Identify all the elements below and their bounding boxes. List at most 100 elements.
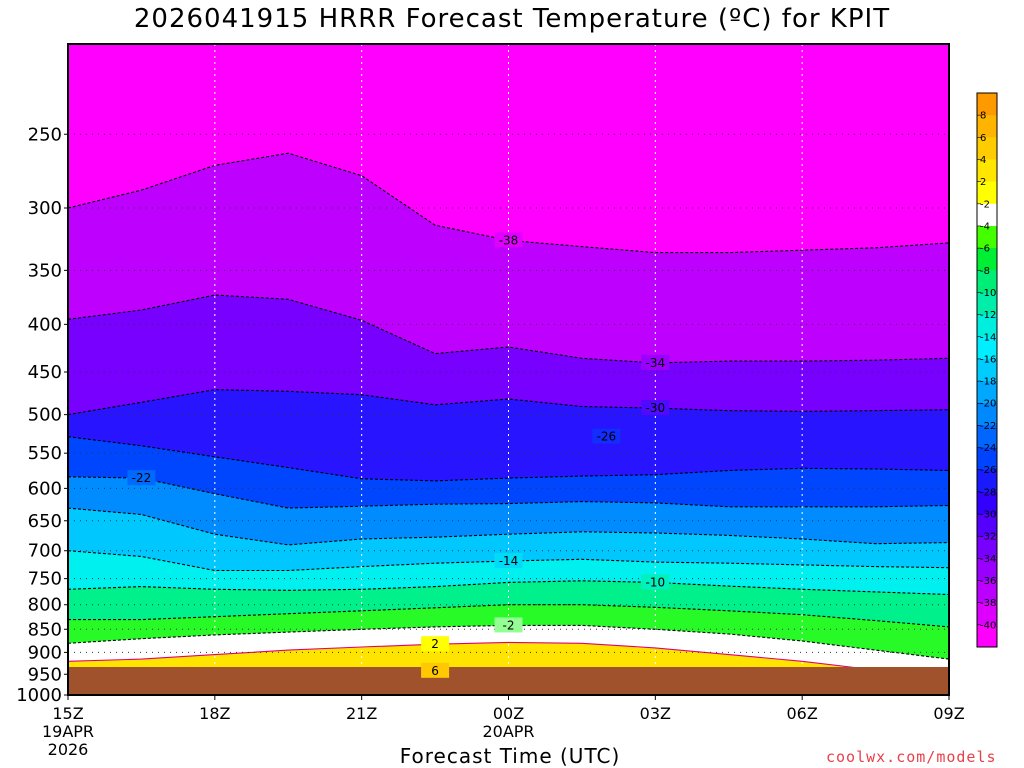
colorbar-label: -14: [980, 332, 996, 343]
x-tick-label: 00Z: [493, 704, 524, 723]
colorbar-swatch: [977, 580, 997, 604]
colorbar-label: -30: [980, 510, 996, 521]
colorbar-label: 6: [980, 133, 986, 144]
contour-label: -30: [646, 401, 666, 415]
colorbar-swatch: [977, 248, 997, 271]
x-axis-title: Forecast Time (UTC): [399, 744, 621, 768]
colorbar-swatch: [977, 558, 997, 582]
y-tick-label: 900: [28, 642, 62, 663]
contour-label: -14: [499, 554, 519, 568]
x-tick-label: 15Z: [52, 704, 83, 723]
colorbar-label: -26: [980, 465, 996, 476]
contour-labels: -38-34-30-26-22-14-10-226: [127, 232, 670, 678]
colorbar-swatch: [977, 314, 997, 338]
colorbar-swatch: [977, 469, 997, 493]
colorbar-label: -6: [980, 244, 990, 255]
y-tick-label: 750: [28, 569, 62, 590]
contour-label-bg: [127, 470, 156, 486]
colorbar-swatch: [977, 159, 997, 183]
colorbar-swatch: [977, 358, 997, 382]
colorbar-label: -28: [980, 487, 996, 498]
y-tick-label: 650: [28, 511, 62, 532]
colorbar-swatch: [977, 115, 997, 138]
colorbar-label: -18: [980, 377, 996, 388]
colorbar-label: -32: [980, 532, 996, 543]
colorbar-label: 4: [980, 155, 986, 166]
colorbar-frame: [976, 92, 998, 648]
y-tick-label: 1000: [16, 685, 62, 706]
contour-label: -10: [646, 575, 666, 589]
ground-surface: [68, 667, 949, 695]
y-tick-label: 250: [28, 124, 62, 145]
colorbar-swatch: [977, 425, 997, 449]
plot-frame: [67, 43, 950, 696]
x-tick-label: 18Z: [199, 704, 230, 723]
colorbar-swatch: [977, 624, 997, 648]
isotherm-2: [68, 641, 949, 680]
y-tick-label: 600: [28, 478, 62, 499]
y-tick-label: 400: [28, 314, 62, 335]
contour-label-bg: [494, 232, 523, 248]
colorbar-swatch: [977, 514, 997, 537]
x-year-label: 2026: [48, 740, 89, 759]
colorbar-label: -12: [980, 310, 996, 321]
colorbar-label: -16: [980, 354, 996, 365]
isotherm--10: [68, 580, 949, 596]
contour-label: 2: [431, 637, 439, 651]
y-tick-label: 350: [28, 260, 62, 281]
isotherm--6: [68, 604, 949, 628]
y-tick-label: 450: [28, 362, 62, 383]
y-tick-label: 700: [28, 541, 62, 562]
y-tick-label: 300: [28, 198, 62, 219]
contour-label-bg: [641, 354, 670, 370]
x-date-label: 19APR: [42, 722, 94, 741]
colorbar-swatch: [977, 137, 997, 160]
contour-label-bg: [641, 574, 670, 590]
contour-label: 6: [431, 664, 439, 678]
isotherm--34: [68, 294, 949, 364]
x-tick-label: 21Z: [346, 704, 377, 723]
colorbar-swatch: [977, 336, 997, 360]
contour-label: -38: [499, 233, 519, 247]
x-tick-label: 06Z: [787, 704, 818, 723]
colorbar-swatch: [977, 447, 997, 471]
colorbar-swatch: [977, 602, 997, 626]
contour-label: -26: [597, 430, 617, 444]
contour-label-bg: [592, 428, 621, 444]
colorbar-legend: 8 6 4 2 -2 -4 -6 -8 -10 -12 -14 -16 -18 -20 -22 -24 -26 -…: [976, 92, 998, 648]
colorbar-label: -2: [980, 199, 990, 210]
y-tick-label: 800: [28, 595, 62, 616]
source-credit[interactable]: coolwx.com/models: [826, 748, 997, 766]
contour-label: -22: [132, 471, 152, 485]
y-tick-label: 500: [28, 405, 62, 426]
colorbar-label: -20: [980, 399, 996, 410]
colorbar-label: -4: [980, 221, 990, 232]
x-date-label: 20APR: [482, 722, 534, 741]
contour-label: -2: [503, 618, 515, 632]
colorbar-swatch: [977, 536, 997, 559]
colorbar-swatch: [977, 203, 997, 227]
y-tick-label: 950: [28, 664, 62, 685]
colorbar-label: -8: [980, 266, 990, 277]
colorbar-label: -38: [980, 598, 996, 609]
contour-label-bg: [494, 617, 523, 633]
x-tick-label: 03Z: [640, 704, 671, 723]
colorbar-swatch: [977, 491, 997, 515]
colorbar-swatch: [977, 270, 997, 293]
contour-label: -34: [646, 356, 666, 370]
colorbar-swatch: [977, 292, 997, 316]
contour-label-bg: [494, 552, 523, 568]
colorbar-label: -10: [980, 288, 996, 299]
colorbar-swatch: [977, 181, 997, 205]
contour-label-bg: [421, 662, 450, 678]
colorbar-label: -36: [980, 576, 996, 587]
y-tick-label: 550: [28, 443, 62, 464]
colorbar-label: -24: [980, 443, 996, 454]
y-tick-label: 850: [28, 619, 62, 640]
colorbar-label: -40: [980, 620, 996, 631]
colorbar-label: 8: [980, 111, 986, 122]
colorbar-swatch: [977, 403, 997, 426]
x-tick-label: 09Z: [933, 704, 964, 723]
